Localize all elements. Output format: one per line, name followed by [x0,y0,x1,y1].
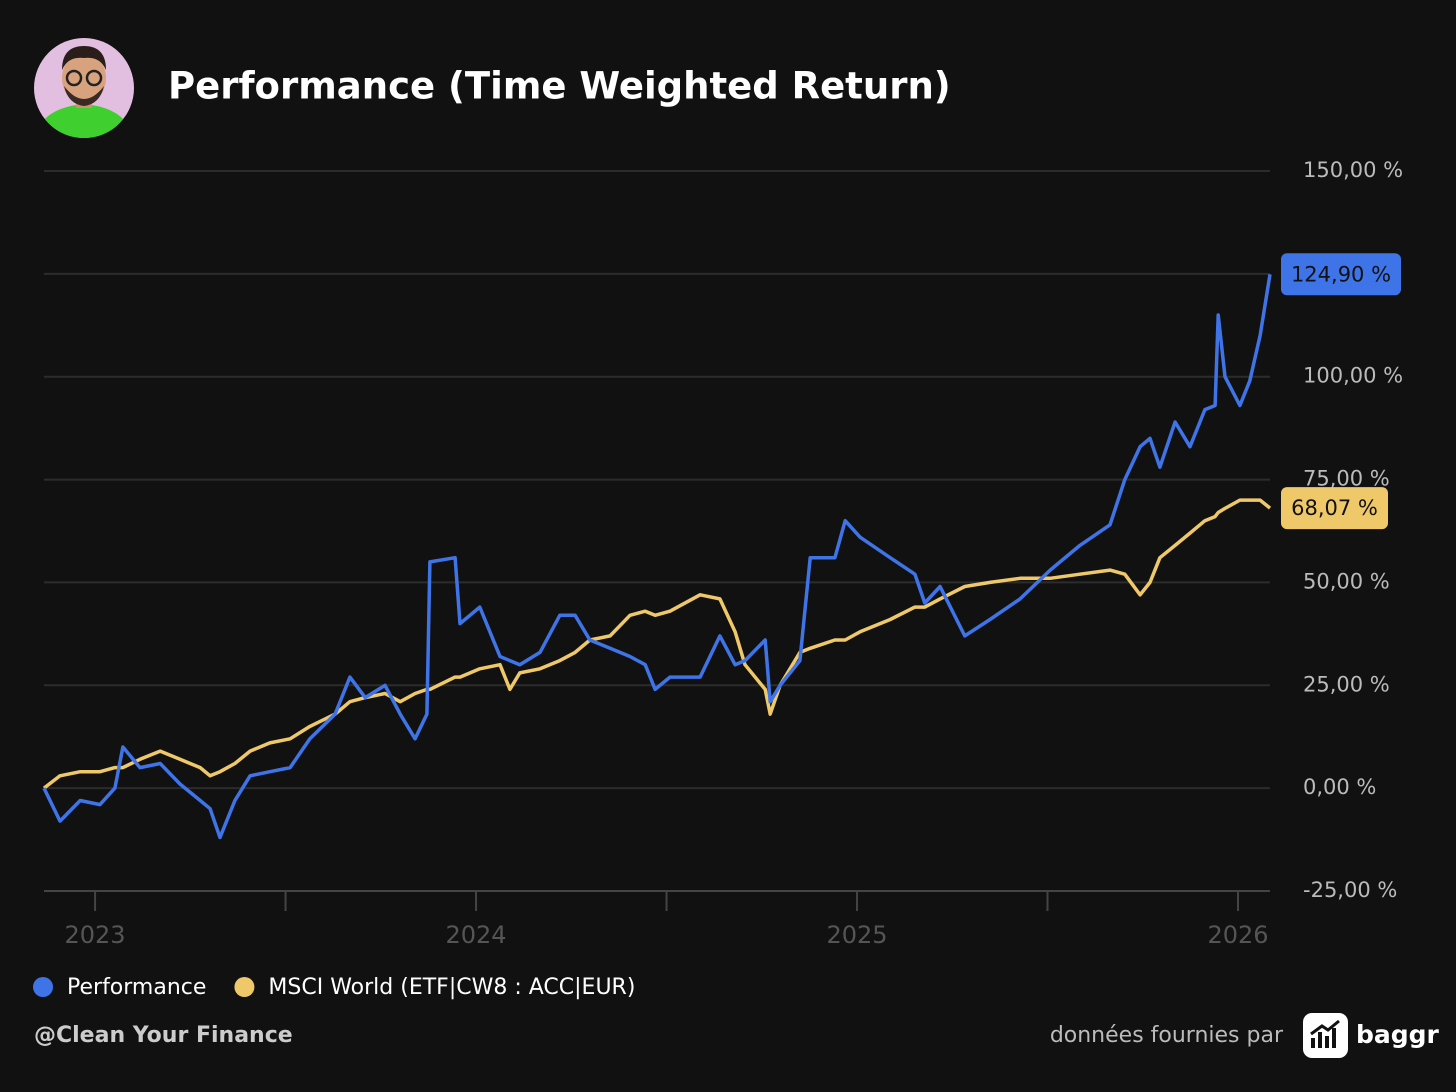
legend-marker [33,977,53,997]
end-label-box [1281,253,1401,296]
footer-credit: données fournies par [1050,1023,1284,1048]
plot-area: -25,00 % 0,00 % 25,00 % 50,00 % 75,00 % 100,0… [42,158,1403,949]
y-tick-label: 150,00 % [1303,158,1403,182]
legend-label: Performance [67,975,206,1000]
x-tick-label: 2024 [445,921,506,949]
end-label: 124,90 % [1291,262,1391,286]
footer-handle: @Clean Your Finance [34,1023,293,1048]
x-tick-label: 2025 [826,921,887,949]
y-tick-label: -25,00 % [1303,878,1397,902]
y-tick-label: 50,00 % [1303,569,1390,593]
y-tick-label: 0,00 % [1303,775,1376,799]
avatar [34,38,134,138]
line-series [42,498,1272,790]
brand-logo [1303,1013,1348,1058]
chart-title: Performance (Time Weighted Return) [168,65,951,108]
y-tick-label: 75,00 % [1303,467,1390,491]
brand-name: baggr [1356,1020,1440,1049]
y-tick-label: 25,00 % [1303,672,1390,696]
end-label-box [1281,487,1388,530]
x-tick-label: 2026 [1207,921,1268,949]
y-tick-label: 100,00 % [1303,364,1403,388]
x-tick-label: 2023 [65,921,126,949]
line-series [42,274,1272,840]
legend-label: MSCI World (ETF|CW8 : ACC|EUR) [268,975,635,1000]
end-label: 68,07 % [1291,496,1378,520]
legend-marker [234,977,255,997]
